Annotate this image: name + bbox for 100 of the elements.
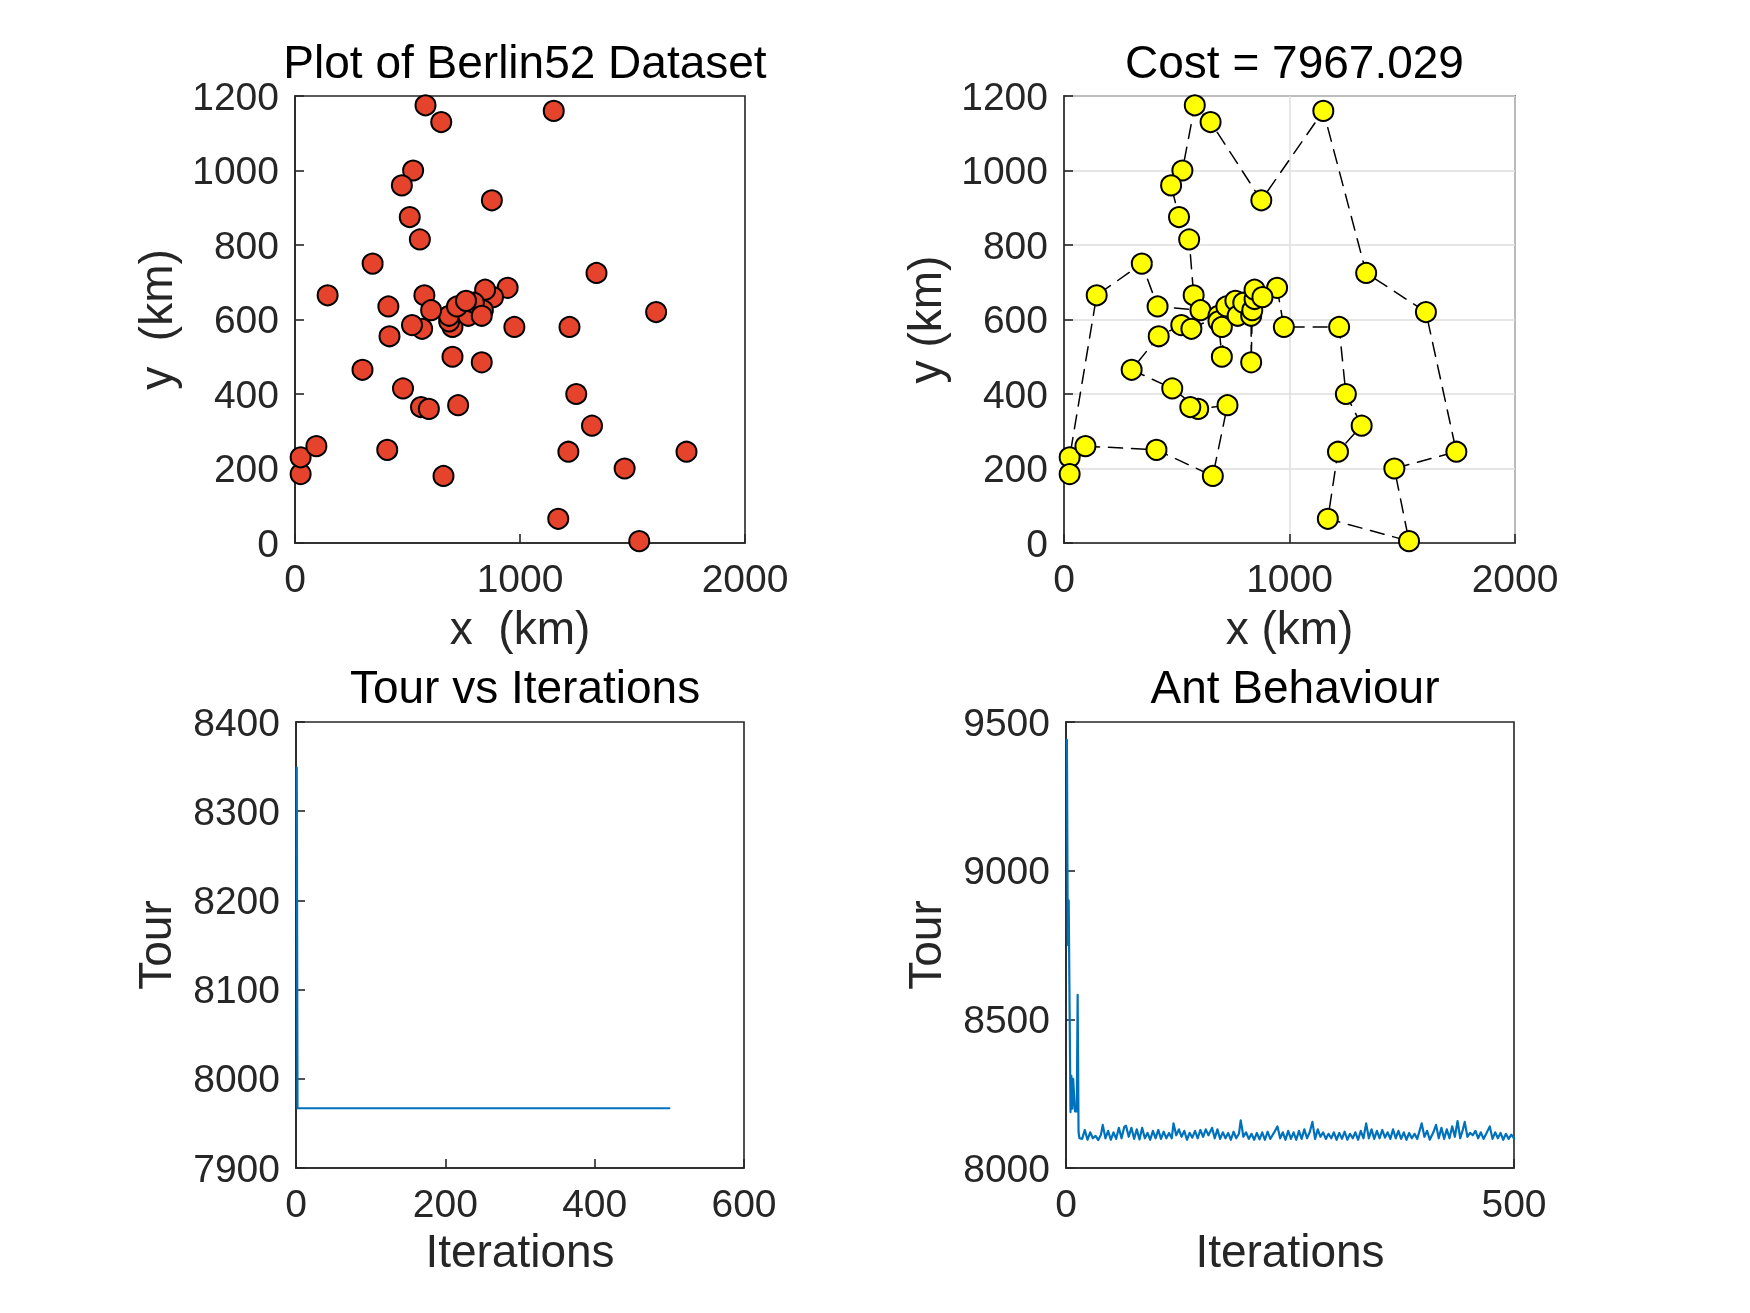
point xyxy=(289,446,312,469)
y-tick-label: 400 xyxy=(982,372,1048,416)
point xyxy=(455,289,477,312)
point xyxy=(447,394,470,417)
point xyxy=(361,252,384,275)
y-tick-label: 1200 xyxy=(961,74,1048,118)
point xyxy=(1146,295,1169,318)
x-tick-label: 2000 xyxy=(1471,557,1559,600)
point xyxy=(1179,396,1202,419)
point xyxy=(1334,383,1357,405)
point xyxy=(402,159,425,182)
y-tick-label: 400 xyxy=(213,372,279,416)
point xyxy=(581,414,603,437)
x-tick-label: 0 xyxy=(1055,1182,1077,1225)
y-tick-label: 1000 xyxy=(192,149,279,192)
y-tick-label: 600 xyxy=(982,298,1048,341)
y-axis-title: Tour xyxy=(899,900,951,990)
point xyxy=(613,457,636,480)
y-tick-label: 9000 xyxy=(963,849,1050,893)
point xyxy=(1147,325,1170,348)
x-tick-label: 0 xyxy=(284,557,306,600)
point xyxy=(1250,189,1273,212)
point xyxy=(351,358,374,381)
point xyxy=(316,284,339,307)
point xyxy=(1130,252,1153,275)
point xyxy=(1398,530,1421,553)
point xyxy=(585,261,608,284)
point xyxy=(547,507,570,530)
point xyxy=(392,377,414,400)
x-tick-label: 500 xyxy=(1481,1182,1547,1225)
point xyxy=(390,174,413,197)
point xyxy=(503,315,526,338)
point xyxy=(1199,111,1222,134)
point xyxy=(470,304,493,327)
point xyxy=(420,299,443,322)
y-tick-label: 0 xyxy=(257,521,279,565)
point xyxy=(378,325,401,348)
point xyxy=(417,397,440,420)
point xyxy=(1414,301,1437,324)
chart-title: Cost = 7967.029 xyxy=(1125,36,1464,88)
y-axis-title: y (km) xyxy=(899,255,951,384)
point xyxy=(1210,345,1233,368)
point xyxy=(1316,507,1339,530)
y-axis-title: Tour xyxy=(129,900,181,990)
point xyxy=(1445,440,1468,463)
point xyxy=(1328,315,1351,338)
point xyxy=(1251,286,1274,309)
point xyxy=(557,440,580,463)
point xyxy=(401,314,423,337)
point xyxy=(1085,284,1108,307)
x-tick-label: 0 xyxy=(285,1182,307,1225)
x-axis-title: Iterations xyxy=(425,1225,615,1277)
point xyxy=(628,530,651,553)
point xyxy=(1201,464,1224,487)
x-axis-title: x (km) xyxy=(449,602,591,654)
x-tick-label: 1000 xyxy=(1246,557,1333,600)
point xyxy=(645,301,668,324)
line-series xyxy=(1065,738,1516,1142)
point xyxy=(1327,440,1349,463)
y-tick-label: 200 xyxy=(982,447,1048,490)
point xyxy=(432,464,455,487)
chart-title: Tour vs Iterations xyxy=(349,661,701,713)
y-tick-label: 8000 xyxy=(193,1057,280,1101)
point xyxy=(565,383,588,405)
point xyxy=(1183,94,1206,117)
x-tick-label: 2000 xyxy=(701,557,789,600)
x-axis-title: x (km) xyxy=(1225,602,1354,654)
point xyxy=(1266,276,1289,299)
point xyxy=(1272,315,1295,338)
point xyxy=(1168,206,1191,229)
chart-title: Ant Behaviour xyxy=(1150,661,1440,713)
y-tick-label: 800 xyxy=(982,223,1048,267)
point xyxy=(408,228,431,251)
point xyxy=(1216,394,1239,417)
y-tick-label: 8100 xyxy=(193,968,280,1012)
point xyxy=(470,351,493,374)
x-tick-label: 600 xyxy=(711,1182,777,1225)
x-tick-label: 200 xyxy=(412,1182,478,1225)
y-tick-label: 600 xyxy=(213,298,279,341)
point xyxy=(398,206,421,229)
point xyxy=(1240,351,1263,374)
point xyxy=(1161,377,1184,400)
point xyxy=(480,189,503,212)
y-tick-label: 8000 xyxy=(963,1146,1050,1190)
y-tick-label: 8500 xyxy=(963,997,1050,1041)
point xyxy=(377,295,400,318)
point xyxy=(1383,457,1406,480)
point xyxy=(1171,159,1194,182)
point xyxy=(1355,261,1378,284)
y-axis-title: y (km) xyxy=(130,249,182,390)
point xyxy=(376,438,399,461)
y-tick-label: 800 xyxy=(213,223,279,267)
point xyxy=(1180,317,1203,340)
x-tick-label: 1000 xyxy=(476,557,564,600)
point xyxy=(305,435,328,458)
point xyxy=(1145,438,1168,461)
point xyxy=(558,315,581,338)
chart-title: Plot of Berlin52 Dataset xyxy=(283,36,767,88)
point xyxy=(1210,315,1233,338)
y-tick-label: 8300 xyxy=(193,789,280,833)
